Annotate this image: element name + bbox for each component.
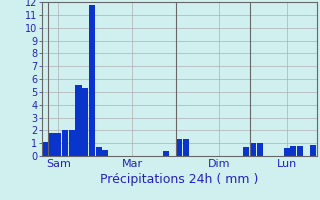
Bar: [243, 147, 249, 156]
Bar: [176, 139, 182, 156]
Bar: [49, 133, 55, 156]
Bar: [96, 147, 102, 156]
Bar: [284, 148, 290, 156]
Bar: [297, 146, 303, 156]
Bar: [102, 150, 108, 156]
Bar: [163, 151, 169, 156]
X-axis label: Précipitations 24h ( mm ): Précipitations 24h ( mm ): [100, 173, 258, 186]
Bar: [250, 143, 256, 156]
Bar: [89, 5, 95, 156]
Bar: [183, 139, 189, 156]
Bar: [82, 88, 88, 156]
Bar: [42, 142, 48, 156]
Bar: [62, 130, 68, 156]
Bar: [69, 130, 75, 156]
Bar: [310, 145, 316, 156]
Bar: [55, 133, 61, 156]
Bar: [257, 143, 263, 156]
Bar: [76, 85, 82, 156]
Bar: [290, 146, 296, 156]
